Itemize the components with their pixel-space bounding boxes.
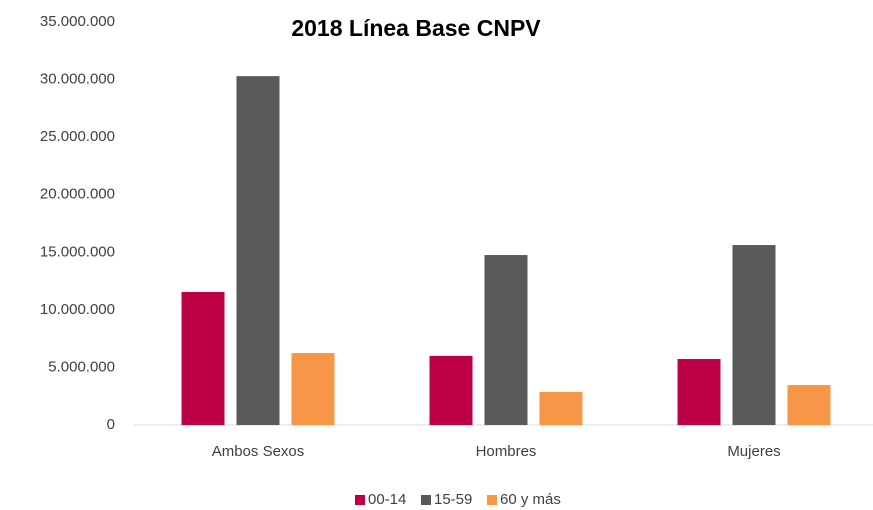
legend-label: 00-14	[368, 491, 406, 508]
y-tick-label: 20.000.000	[40, 186, 115, 203]
bar	[677, 359, 721, 425]
bar	[181, 292, 225, 425]
y-tick-label: 5.000.000	[48, 358, 115, 375]
x-tick-label: Hombres	[476, 443, 537, 460]
y-tick-label: 0	[107, 416, 115, 433]
chart-title: 2018 Línea Base CNPV	[291, 15, 541, 41]
legend-swatch	[355, 495, 365, 505]
legend-label: 15-59	[434, 491, 472, 508]
y-tick-label: 15.000.000	[40, 243, 115, 260]
legend-swatch	[487, 495, 497, 505]
bar	[484, 255, 528, 425]
bar	[429, 355, 473, 425]
legend-label: 60 y más	[500, 491, 561, 508]
bar	[291, 353, 335, 425]
y-tick-label: 35.000.000	[40, 13, 115, 30]
y-tick-label: 25.000.000	[40, 128, 115, 145]
bar	[539, 391, 583, 425]
x-tick-label: Ambos Sexos	[212, 443, 305, 460]
bar	[787, 385, 831, 425]
y-tick-label: 10.000.000	[40, 301, 115, 318]
x-tick-label: Mujeres	[727, 443, 780, 460]
bar	[236, 76, 280, 426]
y-tick-label: 30.000.000	[40, 71, 115, 88]
bar	[732, 245, 776, 425]
legend-swatch	[421, 495, 431, 505]
